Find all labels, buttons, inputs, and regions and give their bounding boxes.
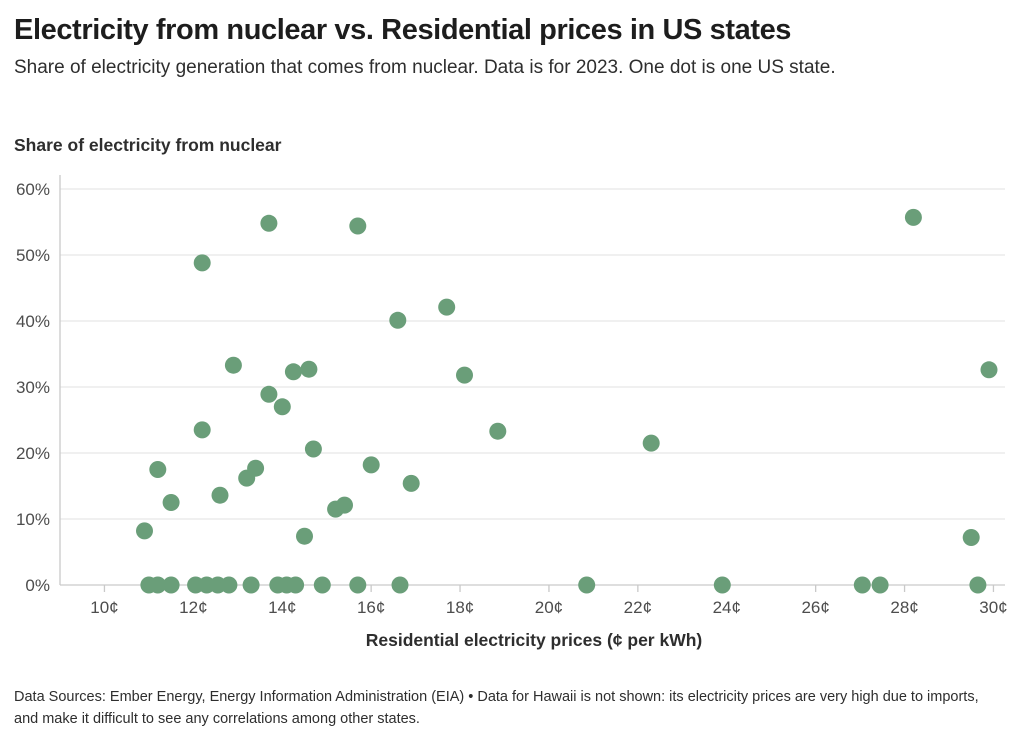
data-point	[313, 576, 331, 594]
y-tick-label: 40%	[16, 312, 50, 331]
y-tick-label: 10%	[16, 510, 50, 529]
y-tick-label: 0%	[25, 576, 50, 595]
page-subtitle: Share of electricity generation that com…	[14, 57, 836, 78]
footer-note: Data Sources: Ember Energy, Energy Infor…	[14, 689, 979, 727]
x-tick-label: 24¢	[713, 598, 741, 617]
data-point	[349, 217, 367, 235]
x-tick-label: 18¢	[446, 598, 474, 617]
page-title: Electricity from nuclear vs. Residential…	[14, 14, 792, 46]
y-tick-label: 20%	[16, 444, 50, 463]
y-tick-label: 30%	[16, 378, 50, 397]
data-point	[162, 494, 180, 511]
data-point	[242, 576, 260, 594]
data-point	[220, 576, 238, 594]
data-point	[438, 298, 456, 316]
data-point	[260, 214, 278, 232]
data-point	[962, 529, 980, 546]
y-tick-label: 50%	[16, 246, 50, 265]
data-point	[224, 356, 242, 374]
x-tick-label: 14¢	[268, 598, 296, 617]
data-point	[349, 576, 367, 594]
data-point	[149, 461, 167, 478]
data-point	[391, 576, 409, 594]
x-tick-label: 22¢	[624, 598, 652, 617]
data-point	[362, 456, 380, 474]
x-tick-label: 16¢	[357, 598, 385, 617]
data-point	[193, 254, 211, 272]
data-point	[642, 434, 660, 452]
data-point	[713, 576, 731, 594]
data-point	[260, 385, 278, 403]
data-point	[304, 440, 322, 458]
data-point	[300, 360, 318, 378]
data-point	[273, 398, 291, 416]
data-point	[247, 459, 265, 477]
data-point	[853, 576, 871, 594]
data-point	[287, 576, 305, 594]
x-tick-label: 26¢	[801, 598, 829, 617]
data-point	[162, 576, 180, 594]
data-point	[969, 576, 987, 594]
data-point	[389, 311, 407, 329]
data-point	[456, 366, 473, 384]
data-point	[489, 422, 507, 440]
data-point	[336, 496, 353, 514]
x-axis-title: Residential electricity prices (¢ per kW…	[365, 630, 703, 650]
x-tick-label: 30¢	[979, 598, 1007, 617]
data-point	[193, 421, 211, 439]
scatter-plot: 0% 10% 20% 30% 40% 50% 60% 10¢ 12¢ 14¢ 16¢ 18¢ 20¢ 22…	[16, 175, 1008, 617]
data-point	[136, 522, 153, 540]
data-point	[904, 208, 922, 226]
data-point	[211, 486, 229, 504]
y-tick-label: 60%	[16, 180, 50, 199]
y-axis-title: Share of electricity from nuclear	[14, 135, 282, 155]
x-tick-label: 12¢	[179, 598, 207, 617]
data-point	[871, 576, 889, 594]
data-point	[149, 576, 167, 594]
data-point	[284, 363, 302, 381]
x-tick-label: 20¢	[535, 598, 563, 617]
data-point	[980, 361, 998, 379]
data-point	[296, 527, 313, 545]
x-tick-label: 28¢	[890, 598, 918, 617]
data-point	[578, 576, 596, 594]
data-point	[402, 474, 420, 492]
x-tick-label: 10¢	[90, 598, 118, 617]
